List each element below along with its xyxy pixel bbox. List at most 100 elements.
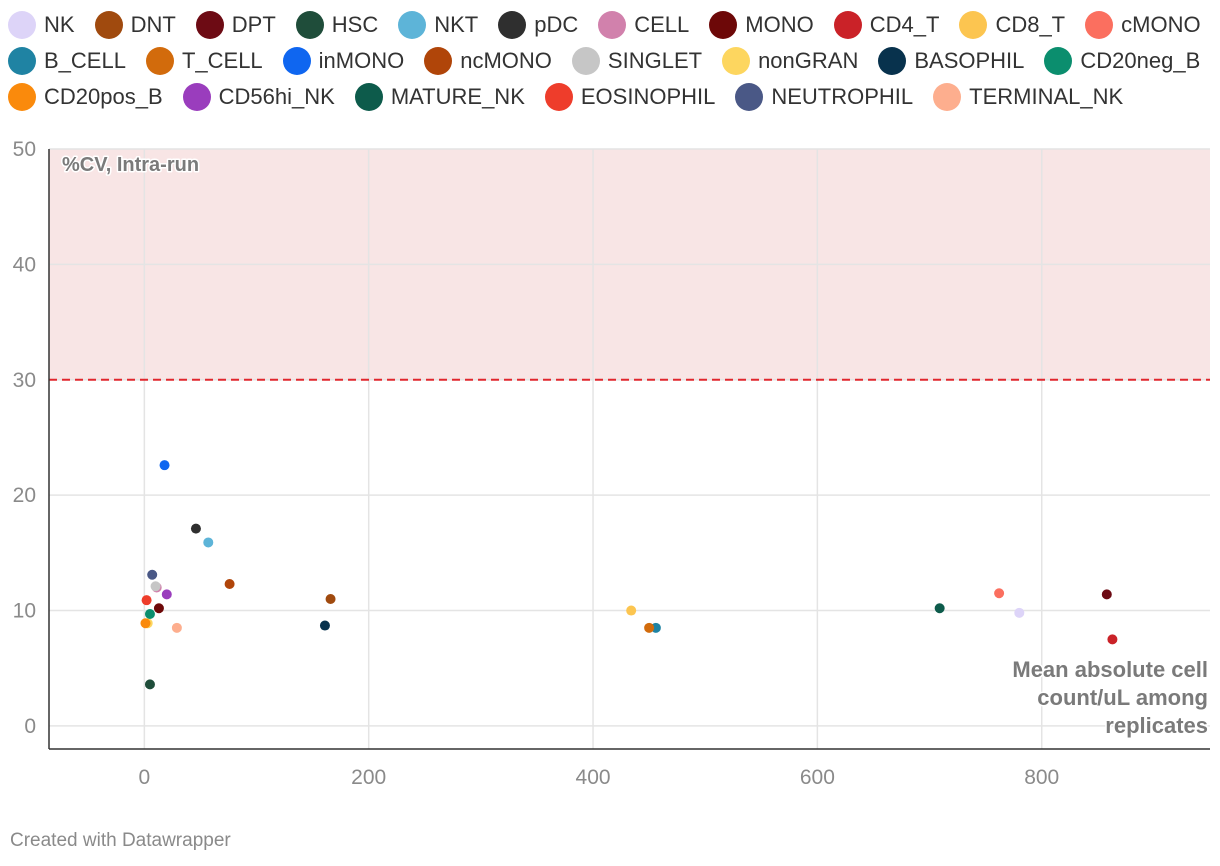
legend-item-dpt: DPT — [195, 9, 276, 41]
legend-item-cd56hi-nk: CD56hi_NK — [182, 81, 335, 113]
legend-item-ncmono: ncMONO — [424, 45, 552, 77]
legend-swatch — [354, 83, 383, 111]
legend-label: T_CELL — [181, 48, 263, 73]
legend-item-cd20neg-b: CD20neg_B — [1044, 45, 1200, 77]
legend-label: DPT — [231, 12, 276, 37]
legend-swatch — [722, 47, 751, 75]
legend-label: SINGLET — [607, 48, 703, 73]
legend-swatch — [598, 11, 627, 39]
legend-item-mature-nk: MATURE_NK — [354, 81, 525, 113]
data-point-eosinophil — [141, 595, 152, 606]
legend-item-cell: CELL — [598, 9, 689, 41]
legend-label: CD56hi_NK — [218, 84, 335, 109]
data-point-nk — [1014, 607, 1025, 618]
legend-swatch — [8, 11, 36, 39]
legend-item-neutrophil: NEUTROPHIL — [735, 81, 913, 113]
legend-label: CD8_T — [995, 12, 1066, 37]
data-point-cd20neg-b — [144, 609, 155, 619]
legend-label: MONO — [745, 12, 814, 37]
legend-swatch — [145, 47, 174, 75]
legend-swatch — [195, 11, 224, 39]
data-point-cd4-t — [1107, 634, 1118, 645]
legend-label: DNT — [130, 12, 176, 37]
data-point-mature-nk — [934, 603, 945, 614]
legend-swatch — [878, 47, 907, 75]
datawrapper-credit: Created with Datawrapper — [10, 830, 231, 851]
y-tick-label: 20 — [13, 484, 36, 507]
legend-item-hsc: HSC — [295, 9, 379, 41]
data-point-neutrophil — [147, 569, 158, 580]
legend-swatch — [8, 83, 36, 111]
data-point-pdc — [190, 523, 201, 534]
x-tick-label: 0 — [139, 766, 151, 789]
y-tick-label: 40 — [13, 253, 36, 276]
data-point-dpt — [1101, 589, 1112, 600]
x-axis-label-line: count/uL among — [1037, 685, 1208, 710]
legend-item-mono: MONO — [709, 9, 814, 41]
legend-item-t-cell: T_CELL — [145, 45, 263, 77]
legend-label: B_CELL — [44, 48, 126, 73]
legend-item-cmono: cMONO — [1085, 9, 1201, 41]
legend-item-singlet: SINGLET — [571, 45, 703, 77]
legend-swatch — [8, 47, 36, 75]
legend-swatch — [498, 11, 527, 39]
y-tick-label: 30 — [13, 369, 36, 392]
legend-label: HSC — [331, 12, 379, 37]
legend-item-cd8-t: CD8_T — [959, 9, 1065, 41]
legend-label: CD20pos_B — [44, 84, 163, 109]
x-axis-label-line: replicates — [1105, 713, 1208, 738]
data-point-dnt — [325, 594, 336, 604]
legend-swatch — [424, 47, 453, 75]
legend-item-cd4-t: CD4_T — [833, 9, 940, 41]
legend-swatch — [295, 11, 324, 39]
legend-swatch — [1085, 11, 1114, 39]
data-point-cd8-t — [626, 605, 637, 616]
y-tick-label: 0 — [24, 715, 36, 738]
data-point-terminal-nk — [171, 622, 182, 633]
legend-label: MATURE_NK — [390, 84, 525, 109]
legend-swatch — [933, 83, 962, 111]
legend-label: NK — [44, 12, 75, 37]
data-point-cd56hi-nk — [161, 589, 172, 600]
legend-label: CELL — [634, 12, 690, 37]
legend-label: BASOPHIL — [914, 48, 1025, 73]
legend-swatch — [544, 83, 573, 111]
data-point-t-cell — [644, 622, 655, 633]
legend-label: CD4_T — [869, 12, 940, 37]
data-point-cd20pos-b — [140, 618, 151, 629]
legend-item-terminal-nk: TERMINAL_NK — [933, 81, 1123, 113]
y-axis-label: %CV, Intra-run — [62, 154, 199, 176]
legend-label: pDC — [534, 12, 579, 37]
legend-swatch — [571, 47, 600, 75]
x-tick-label: 400 — [576, 766, 611, 789]
legend-item-b-cell: B_CELL — [8, 45, 126, 77]
y-tick-label: 10 — [13, 600, 36, 623]
data-point-ncmono — [224, 579, 235, 589]
legend-label: ncMONO — [460, 48, 552, 73]
legend-item-inmono: inMONO — [282, 45, 404, 77]
legend-item-eosinophil: EOSINOPHIL — [544, 81, 716, 113]
legend-item-cd20pos-b: CD20pos_B — [8, 81, 163, 113]
x-tick-label: 800 — [1024, 766, 1059, 789]
legend-label: EOSINOPHIL — [580, 84, 716, 109]
legend-swatch — [709, 11, 738, 39]
y-tick-label: 50 — [13, 138, 36, 161]
data-point-singlet — [150, 581, 161, 592]
legend-swatch — [282, 47, 311, 75]
x-tick-label: 600 — [800, 766, 835, 789]
legend-swatch — [959, 11, 988, 39]
legend-label: cMONO — [1121, 12, 1201, 37]
legend-label: TERMINAL_NK — [969, 84, 1124, 109]
data-point-basophil — [319, 620, 330, 631]
legend-label: NEUTROPHIL — [771, 84, 914, 109]
legend-swatch — [398, 11, 427, 39]
legend-swatch — [735, 83, 764, 111]
legend-item-pdc: pDC — [498, 9, 578, 41]
legend-swatch — [94, 11, 123, 39]
data-point-mono — [153, 603, 164, 614]
legend-label: CD20neg_B — [1080, 48, 1201, 73]
legend-label: NKT — [434, 12, 479, 37]
data-point-cmono — [994, 588, 1005, 599]
legend-item-dnt: DNT — [94, 9, 176, 41]
